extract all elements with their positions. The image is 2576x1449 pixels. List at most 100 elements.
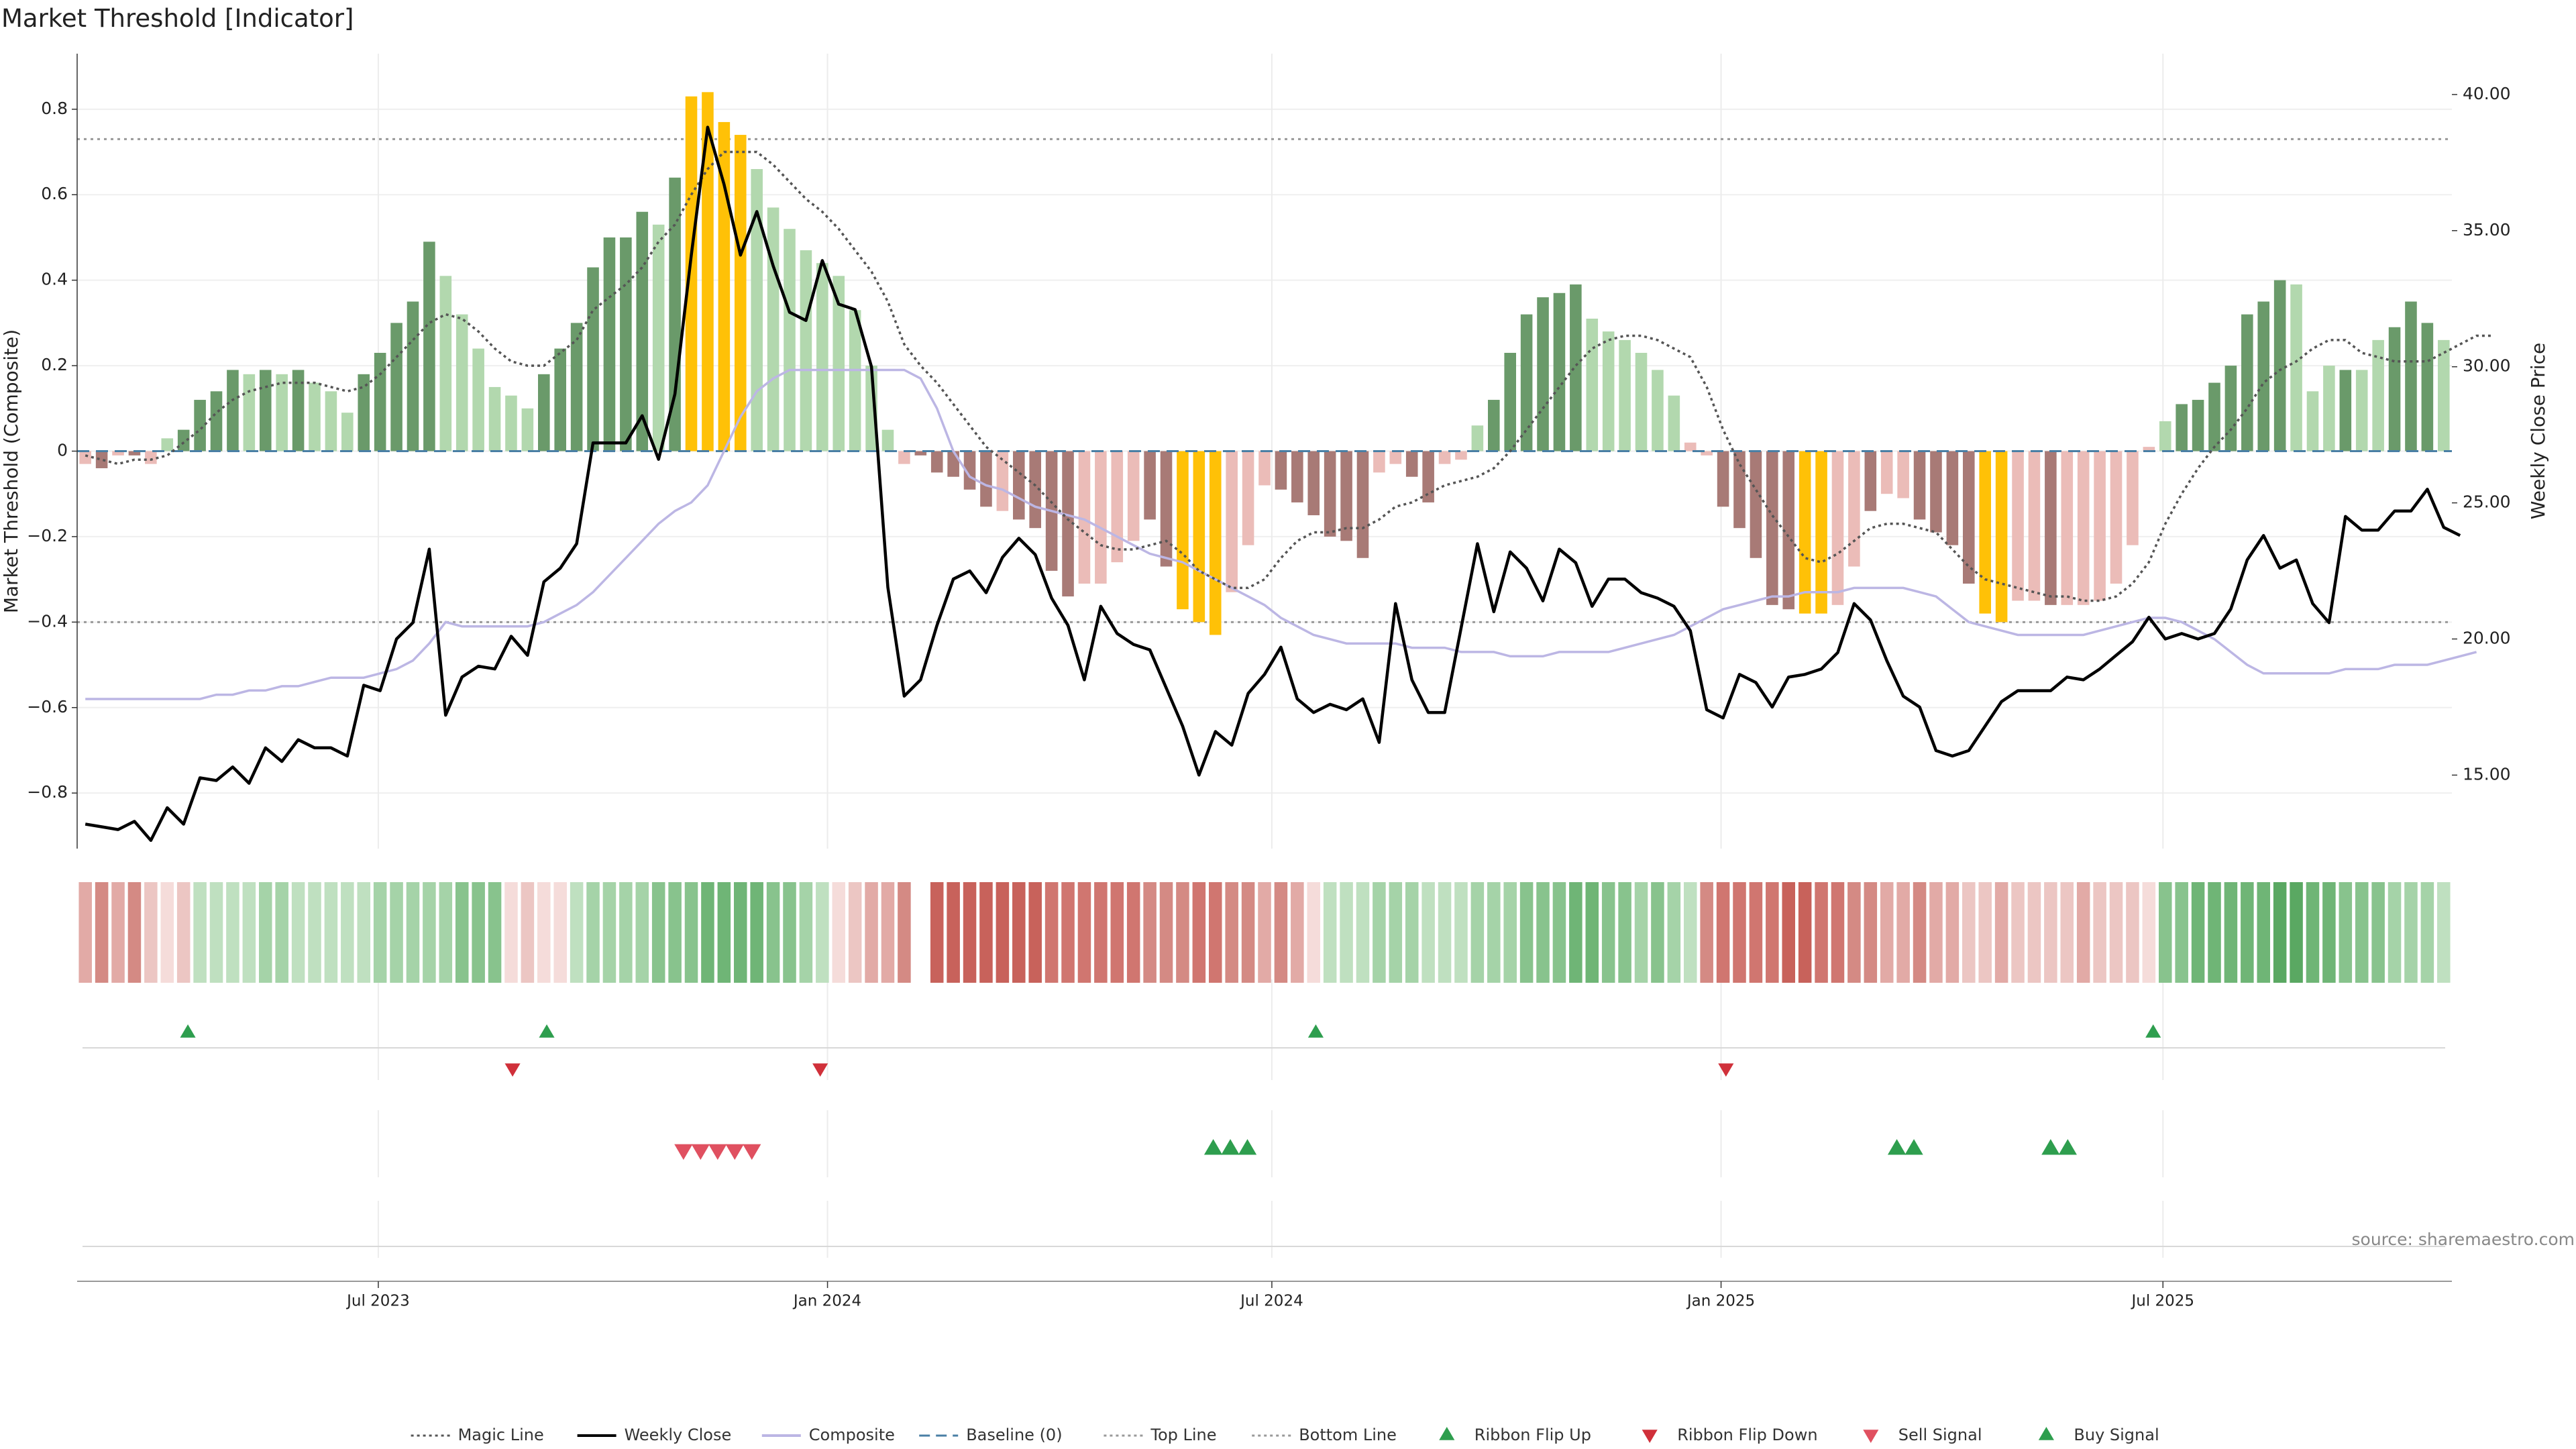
buy-signal-marker (2041, 1139, 2060, 1155)
composite-bar (1373, 451, 1385, 473)
composite-bar (1193, 451, 1205, 623)
composite-bar (1209, 451, 1222, 635)
composite-bar (849, 310, 861, 451)
ribbon-cell (1683, 882, 1697, 983)
ribbon-cell (258, 882, 272, 983)
ribbon-cell (521, 882, 535, 983)
ribbon-cell (1356, 882, 1370, 983)
ribbon-cell (504, 882, 518, 983)
composite-bar (1275, 451, 1287, 490)
left-axis-tick-label: −0.2 (27, 526, 68, 545)
composite-bar (325, 391, 337, 451)
composite-bar (2094, 451, 2106, 601)
ribbon-cell (1864, 882, 1878, 983)
composite-bar (374, 352, 386, 451)
ribbon-cell (2109, 882, 2123, 983)
ribbon-cell (209, 882, 223, 983)
ribbon-cell (1340, 882, 1353, 983)
composite-bar (1111, 451, 1124, 563)
ribbon-cell (1552, 882, 1566, 983)
right-axis-tick-label: 35.00 (2463, 220, 2511, 239)
ribbon-cell (1913, 882, 1927, 983)
ribbon-cell (1651, 882, 1664, 983)
composite-bar (718, 121, 731, 451)
magic-line (85, 150, 2493, 602)
composite-bar (1177, 451, 1189, 610)
ribbon-cell (1389, 882, 1403, 983)
composite-bar (800, 250, 812, 451)
sell-signal-marker (743, 1144, 761, 1160)
composite-bar (2323, 366, 2335, 451)
ribbon-cell (1782, 882, 1796, 983)
composite-bar (1455, 451, 1467, 460)
ribbon-cell (2093, 882, 2106, 983)
composite-bar (1405, 451, 1418, 477)
left-axis-tick-label: 0.8 (41, 99, 68, 118)
composite-bar (1537, 297, 1549, 451)
ribbon-cell (979, 882, 993, 983)
ribbon-cell (2420, 882, 2434, 983)
ribbon-cell (1470, 882, 1485, 983)
composite-bar (1127, 451, 1140, 541)
ribbon-cell (2011, 882, 2025, 983)
ribbon-cell (766, 882, 780, 983)
ribbon-cell (2273, 882, 2287, 983)
composite-bar (259, 370, 272, 451)
left-axis-tick-label: 0.4 (41, 270, 68, 289)
composite-bar (1471, 425, 1484, 451)
ribbon-cell (1503, 882, 1517, 983)
composite-bar (177, 429, 190, 451)
ribbon-flip-down-marker (1718, 1063, 1734, 1077)
ribbon-cell (1618, 882, 1631, 983)
ribbon-cell (963, 882, 977, 983)
ribbon-cell (1438, 882, 1452, 983)
right-axis-tick-label: 40.00 (2463, 84, 2511, 103)
ribbon-cell (1176, 882, 1189, 983)
ribbon-cell (2076, 882, 2090, 983)
composite-bar (1946, 451, 1959, 545)
ribbon-cell (1994, 882, 2008, 983)
ribbon-cell (2404, 882, 2418, 983)
left-axis-title: Market Threshold (Composite) (0, 329, 22, 613)
composite-bar (1848, 451, 1860, 567)
ribbon-cell (947, 882, 960, 983)
ribbon-cell (1945, 882, 1960, 983)
grid-lines (77, 54, 2452, 1258)
composite-bar (2355, 370, 2368, 451)
composite-bar (947, 451, 959, 477)
composite-bar (1438, 451, 1451, 464)
composite-bar (2290, 284, 2302, 451)
ribbon-cell (242, 882, 256, 983)
ribbon-cell (2322, 882, 2336, 983)
ribbon-cell (78, 882, 92, 983)
ribbon-cell (1454, 882, 1468, 983)
ribbon-cell (1700, 882, 1713, 983)
composite-bar (1733, 451, 1746, 529)
ribbon-cell (1373, 882, 1386, 983)
composite-bar (1160, 451, 1173, 567)
composite-bar (161, 438, 174, 451)
ribbon-cell (996, 882, 1010, 983)
ribbon-cell (1274, 882, 1288, 983)
composite-bar (2127, 451, 2139, 545)
buy-signal-marker (1887, 1139, 1907, 1155)
composite-bar (914, 451, 927, 455)
composite-bar (2224, 366, 2237, 451)
composite-bar (1356, 451, 1369, 558)
left-axis-tick-label: 0.6 (41, 184, 68, 203)
ribbon-cell (586, 882, 600, 983)
composite-bar (669, 177, 681, 451)
ribbon-cell (1831, 882, 1845, 983)
composite-bar (1684, 442, 1697, 451)
ribbon-cell (570, 882, 584, 983)
composite-bar (963, 451, 976, 490)
composite-bar (145, 451, 157, 464)
composite-bar (210, 391, 223, 451)
buy-signal-marker (1203, 1139, 1223, 1155)
ribbon-cell (2290, 882, 2303, 983)
ribbon-cell (275, 882, 288, 983)
composite-bar (439, 276, 452, 451)
composite-bar (1553, 292, 1566, 451)
composite-bar (980, 451, 992, 507)
ribbon-cell (1421, 882, 1435, 983)
